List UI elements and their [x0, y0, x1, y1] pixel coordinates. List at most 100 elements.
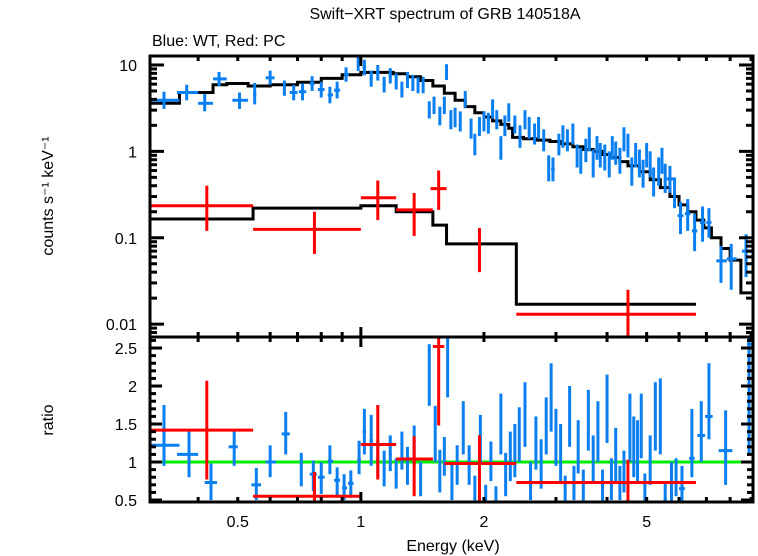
wt-data-point [411, 74, 415, 91]
wt-data-point [618, 147, 622, 174]
wt-data-point [513, 115, 517, 134]
pc-series [150, 337, 696, 502]
wt-data-point [591, 149, 595, 178]
pc-data-point [360, 180, 397, 221]
wt-data-point [523, 382, 527, 447]
wt-data-point [499, 393, 503, 455]
pc-data-point [396, 192, 433, 236]
wt-data-point [518, 125, 522, 148]
wt-data-point [643, 473, 647, 502]
wt-data-point [455, 445, 459, 485]
wt-data-point [442, 96, 446, 115]
wt-series [150, 337, 753, 502]
wt-data-point [265, 70, 275, 85]
wt-data-point [554, 408, 558, 466]
wt-data-point [645, 142, 649, 168]
wt-data-point [450, 462, 454, 501]
wt-data-point [605, 374, 609, 444]
wt-data-point [575, 144, 579, 168]
wt-data-point [652, 167, 656, 197]
y-tick-label: 0.1 [115, 231, 137, 248]
wt-data-point [622, 127, 626, 152]
wt-data-point [446, 337, 450, 398]
wt-data-point [534, 416, 538, 470]
wt-data-point [400, 81, 404, 98]
wt-data-point [523, 110, 527, 130]
wt-data-point [317, 81, 325, 98]
pc-data-point [253, 471, 361, 502]
wt-data-point [584, 138, 588, 163]
wt-data-point [299, 452, 303, 487]
wt-data-point [630, 157, 634, 186]
wt-data-point [657, 157, 661, 186]
wt-data-point [405, 446, 409, 485]
wt-data-point [603, 144, 607, 171]
wt-data-point [513, 424, 517, 478]
wt-data-point [298, 83, 307, 101]
chart-subtitle: Blue: WT, Red: PC [152, 33, 285, 50]
wt-data-point [653, 382, 657, 451]
wt-data-point [438, 106, 442, 126]
top-y-tick-labels: 10 1 0.1 0.01 [106, 58, 137, 334]
wt-data-point [491, 99, 495, 119]
wt-data-point [433, 405, 437, 463]
wt-data-point [697, 401, 706, 463]
wt-data-point [508, 431, 512, 482]
pc-data-point [360, 405, 397, 480]
wt-data-point [576, 420, 580, 474]
wt-data-point [494, 486, 498, 502]
pc-data-point [253, 211, 361, 254]
wt-data-point [347, 470, 354, 498]
wt-data-point [658, 378, 662, 455]
ratio-panel [150, 337, 753, 502]
wt-data-point [400, 431, 404, 470]
wt-data-point [458, 111, 462, 132]
wt-data-point [405, 71, 409, 89]
wt-data-point [637, 149, 641, 178]
axes-frames [148, 54, 755, 504]
wt-data-point [150, 405, 180, 466]
pc-data-point [396, 436, 433, 497]
wt-data-point [641, 159, 645, 188]
wt-data-point [499, 136, 503, 160]
pc-data-point [516, 459, 696, 502]
wt-data-point [394, 73, 398, 90]
wt-data-point [527, 116, 531, 139]
wt-data-point [251, 468, 262, 501]
wt-data-point [503, 115, 507, 137]
wt-data-point [281, 411, 290, 455]
wt-data-point [427, 101, 431, 119]
wt-data-point [601, 469, 605, 502]
wt-data-point [614, 141, 618, 165]
wt-data-point [557, 133, 561, 156]
wt-data-point [507, 103, 511, 122]
ratio-tick-label: 2.5 [115, 341, 137, 358]
wt-data-point [705, 363, 713, 440]
wt-data-point [610, 136, 614, 160]
wt-data-point [726, 243, 737, 290]
wt-data-point [571, 123, 575, 145]
wt-data-point [639, 393, 643, 459]
wt-data-point [691, 213, 698, 252]
wt-data-point [684, 199, 691, 231]
wt-data-point [699, 206, 706, 242]
wt-data-point [568, 386, 572, 447]
wt-data-point [666, 165, 674, 193]
wt-data-point [622, 450, 626, 493]
wt-data-point [334, 81, 341, 99]
pc-data-point [444, 435, 517, 502]
wt-data-point [461, 401, 465, 455]
wt-data-point [689, 408, 695, 478]
wt-data-point [634, 142, 638, 168]
wt-data-point [369, 414, 373, 466]
wt-data-point [482, 111, 486, 132]
wt-series [150, 56, 752, 290]
wt-data-point [579, 147, 583, 174]
wt-data-point [356, 56, 360, 72]
pc-data-point [477, 227, 481, 273]
wt-data-point [626, 133, 630, 158]
wt-data-point [586, 389, 590, 451]
x-tick-labels: 0.5 1 2 5 [227, 514, 652, 531]
wt-data-point [547, 155, 551, 182]
